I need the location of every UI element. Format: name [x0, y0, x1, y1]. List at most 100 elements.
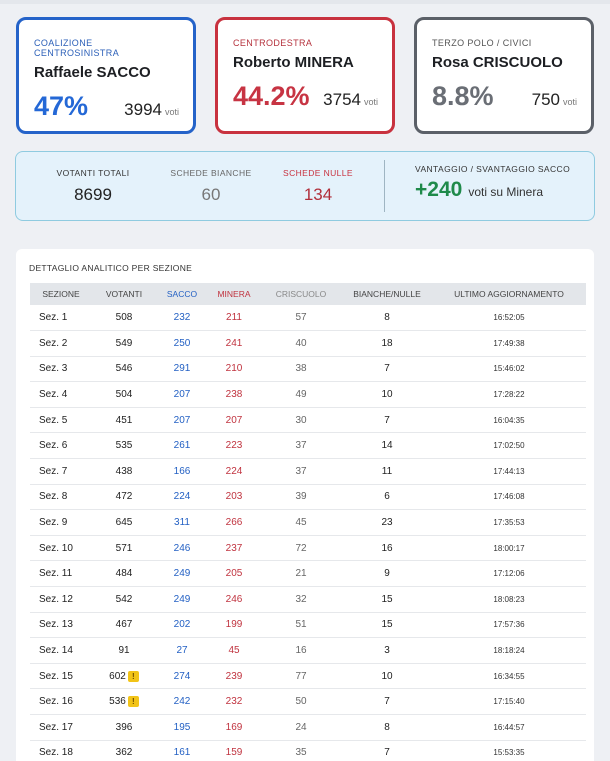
stat-label: SCHEDE BIANCHE	[170, 168, 252, 178]
section-cell: Sez. 4	[30, 381, 92, 408]
votanti-cell: 536!	[92, 688, 156, 715]
criscuolo-cell: 72	[260, 535, 342, 562]
votes-unit: voti	[363, 97, 378, 107]
table-row: Sez. 18 362 161 159 35 7 15:53:35	[30, 740, 586, 761]
col-header-criscuolo[interactable]: CRISCUOLO	[260, 283, 342, 305]
minera-cell: 205	[208, 560, 260, 588]
section-cell: Sez. 3	[30, 356, 92, 383]
section-cell: Sez. 18	[30, 740, 92, 761]
coalition-label: COALIZIONE CENTROSINISTRA	[34, 38, 120, 58]
votanti-cell: 438	[92, 458, 156, 485]
minera-cell: 211	[208, 305, 260, 332]
votanti-cell: 396	[92, 714, 156, 741]
update-time-cell: 16:44:57	[432, 714, 586, 741]
section-cell: Sez. 17	[30, 714, 92, 741]
table-row: Sez. 5 451 207 207 30 7 16:04:35	[30, 407, 586, 434]
sacco-cell: 207	[156, 407, 208, 434]
minera-cell: 203	[208, 484, 260, 511]
col-header-bianche-nulle[interactable]: BIANCHE/NULLE	[342, 283, 432, 305]
bianche-nulle-cell: 3	[342, 637, 432, 664]
summary-panel: VOTANTI TOTALI 8699 SCHEDE BIANCHE 60 SC…	[15, 151, 595, 221]
bianche-nulle-cell: 7	[342, 740, 432, 761]
votanti-cell: 451	[92, 407, 156, 434]
section-cell: Sez. 14	[30, 637, 92, 664]
stat-value: 60	[201, 185, 221, 204]
candidate-card-criscuolo: TERZO POLO / CIVICI Rosa CRISCUOLO 8.8% …	[414, 17, 594, 134]
col-header-minera[interactable]: MINERA	[208, 283, 260, 305]
update-time-cell: 17:02:50	[432, 432, 586, 460]
update-time-cell: 17:35:53	[432, 509, 586, 536]
candidate-name: Rosa CRISCUOLO	[432, 54, 563, 71]
candidate-percentage: 8.8%	[432, 81, 494, 111]
coalition-label: CENTRODESTRA	[233, 38, 313, 48]
sacco-cell: 291	[156, 356, 208, 383]
votanti-cell: 535	[92, 432, 156, 460]
advantage-label: VANTAGGIO / SVANTAGGIO SACCO	[415, 164, 571, 174]
minera-cell: 246	[208, 586, 260, 613]
bianche-nulle-cell: 7	[342, 356, 432, 383]
table-row: Sez. 16 536! 242 232 50 7 17:15:40	[30, 688, 586, 715]
update-time-cell: 15:46:02	[432, 356, 586, 383]
sacco-cell: 166	[156, 458, 208, 485]
sacco-cell: 246	[156, 535, 208, 562]
table-row: Sez. 1 508 232 211 57 8 16:52:05	[30, 305, 586, 332]
candidate-card-minera: CENTRODESTRA Roberto MINERA 44.2% 3754 vo…	[215, 17, 395, 134]
update-time-cell: 17:44:13	[432, 458, 586, 485]
votanti-cell: 467	[92, 612, 156, 639]
sacco-cell: 202	[156, 612, 208, 639]
votes-unit: voti	[164, 107, 179, 117]
warning-icon[interactable]: !	[127, 670, 139, 682]
sacco-cell: 249	[156, 560, 208, 588]
panel-title: DETTAGLIO ANALITICO PER SEZIONE	[29, 263, 193, 273]
candidate-votes: 3994 voti	[124, 100, 179, 119]
bianche-nulle-cell: 6	[342, 484, 432, 511]
bianche-nulle-cell: 8	[342, 305, 432, 332]
criscuolo-cell: 77	[260, 663, 342, 690]
criscuolo-cell: 24	[260, 714, 342, 741]
schede-nulle-stat: SCHEDE NULLE 134	[268, 168, 368, 205]
top-divider	[0, 0, 610, 4]
section-cell: Sez. 13	[30, 612, 92, 639]
votanti-cell: 504	[92, 381, 156, 408]
criscuolo-cell: 16	[260, 637, 342, 664]
sacco-cell: 27	[156, 637, 208, 664]
warning-icon[interactable]: !	[127, 696, 139, 708]
col-header-sezione[interactable]: SEZIONE	[30, 283, 92, 305]
stat-label: VOTANTI TOTALI	[56, 168, 130, 178]
update-time-cell: 16:04:35	[432, 407, 586, 434]
criscuolo-cell: 21	[260, 560, 342, 588]
update-time-cell: 18:18:24	[432, 637, 586, 664]
minera-cell: 238	[208, 381, 260, 408]
sacco-cell: 274	[156, 663, 208, 690]
minera-cell: 199	[208, 612, 260, 639]
votanti-cell: 542	[92, 586, 156, 613]
col-header-sacco[interactable]: SACCO	[156, 283, 208, 305]
criscuolo-cell: 57	[260, 305, 342, 332]
update-time-cell: 15:53:35	[432, 740, 586, 761]
update-time-cell: 17:28:22	[432, 381, 586, 408]
update-time-cell: 17:15:40	[432, 688, 586, 715]
table-row: Sez. 10 571 246 237 72 16 18:00:17	[30, 535, 586, 562]
bianche-nulle-cell: 15	[342, 586, 432, 613]
criscuolo-cell: 30	[260, 407, 342, 434]
bianche-nulle-cell: 16	[342, 535, 432, 562]
col-header-votanti[interactable]: VOTANTI	[92, 283, 156, 305]
table-row: Sez. 3 546 291 210 38 7 15:46:02	[30, 356, 586, 383]
table-row: Sez. 6 535 261 223 37 14 17:02:50	[30, 432, 586, 460]
votes-unit: voti	[562, 97, 577, 107]
bianche-nulle-cell: 10	[342, 381, 432, 408]
minera-cell: 237	[208, 535, 260, 562]
sacco-cell: 242	[156, 688, 208, 715]
sacco-cell: 232	[156, 305, 208, 332]
criscuolo-cell: 49	[260, 381, 342, 408]
table-row: Sez. 12 542 249 246 32 15 18:08:23	[30, 586, 586, 613]
bianche-nulle-cell: 7	[342, 688, 432, 715]
table-body: Sez. 1 508 232 211 57 8 16:52:05 Sez. 2 549 250 24…	[30, 305, 586, 761]
section-cell: Sez. 6	[30, 432, 92, 460]
criscuolo-cell: 51	[260, 612, 342, 639]
stat-label: SCHEDE NULLE	[283, 168, 353, 178]
table-row: Sez. 4 504 207 238 49 10 17:28:22	[30, 381, 586, 408]
section-cell: Sez. 15	[30, 663, 92, 690]
advantage-stat: VANTAGGIO / SVANTAGGIO SACCO +240 voti s…	[415, 164, 570, 202]
col-header-ultimo-aggiornamento[interactable]: ULTIMO AGGIORNAMENTO	[432, 283, 586, 305]
